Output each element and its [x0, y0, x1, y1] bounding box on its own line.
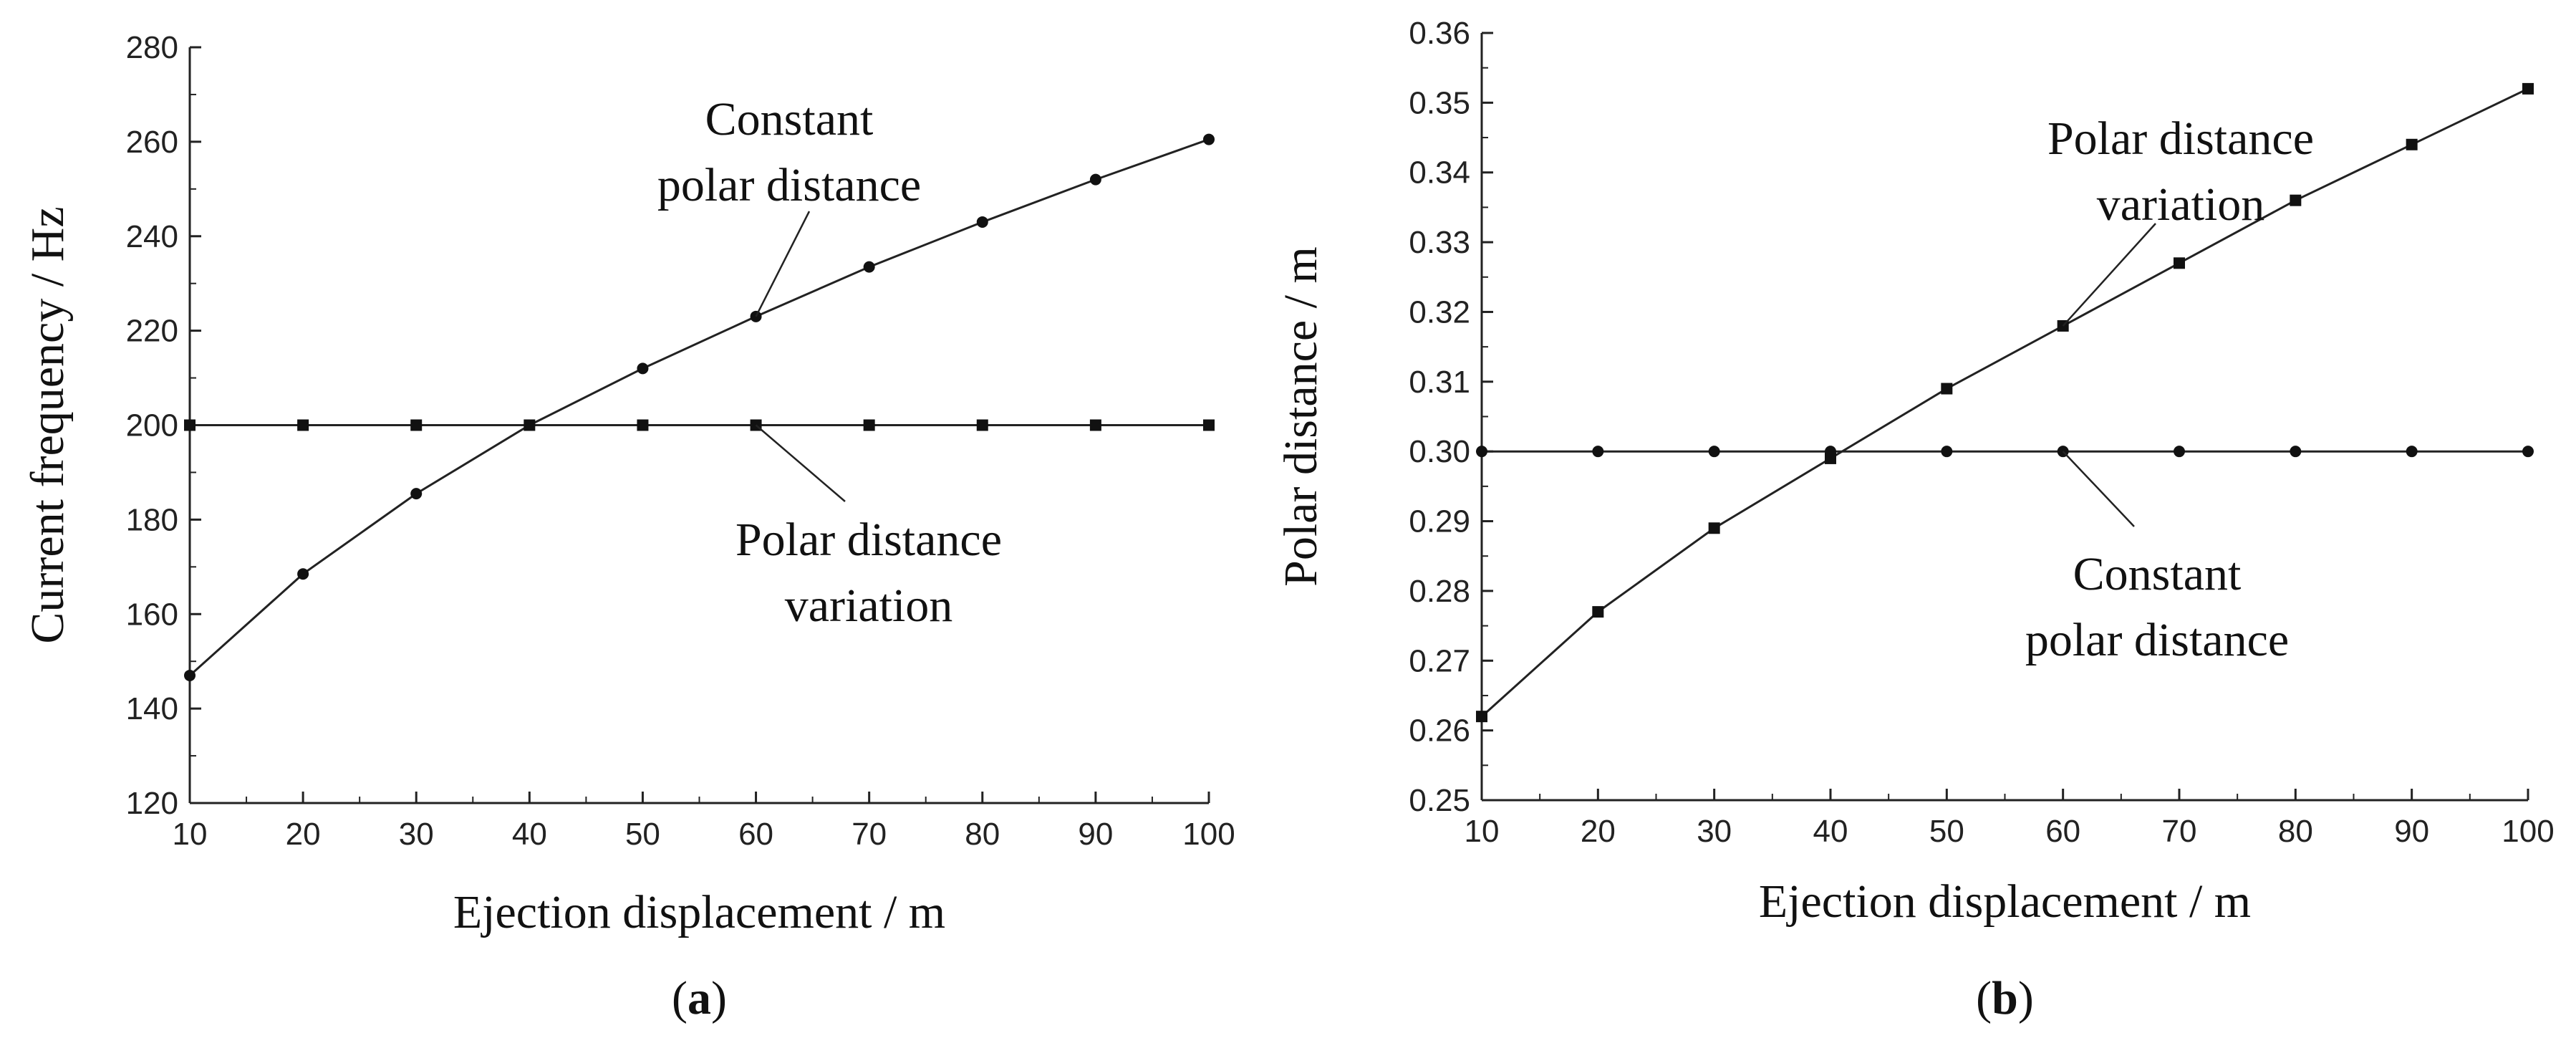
- chart-b-y-tick-label-0: 0.25: [1409, 783, 1470, 818]
- chart-b-series1-marker-50: [1941, 446, 1953, 458]
- chart-a-x-tick-label-100: 100: [1182, 817, 1235, 852]
- chart-b-x-tick-label-50: 50: [1929, 814, 1964, 849]
- chart-b-series1-marker-90: [2406, 446, 2418, 458]
- chart-b-x-tick-label-40: 40: [1813, 814, 1848, 849]
- chart-a-leader-line-1: [755, 424, 846, 502]
- chart-b-x-tick-label-30: 30: [1697, 814, 1732, 849]
- chart-b-y-tick-label-6: 0.31: [1409, 365, 1470, 400]
- chart-a-series1-marker-80: [976, 419, 988, 431]
- chart-b-series1-marker-10: [1476, 446, 1487, 458]
- chart-b-series0-marker-20: [1592, 606, 1604, 618]
- chart-a-x-tick-label-80: 80: [965, 817, 1000, 852]
- chart-b-y-tick-label-8: 0.33: [1409, 225, 1470, 260]
- chart-a-y-tick-label-6: 240: [126, 219, 178, 254]
- chart-a-x-tick-label-10: 10: [173, 817, 208, 852]
- chart-a-series0-marker-20: [297, 568, 309, 580]
- chart-a-annotation-0: Constant polar distance: [657, 93, 921, 211]
- chart-b-series0-marker-50: [1941, 383, 1953, 395]
- chart-b-annotation-1: Constant polar distance: [2025, 548, 2289, 666]
- chart-b-y-tick-label-11: 0.36: [1409, 16, 1470, 51]
- chart-a-series1-marker-100: [1203, 419, 1215, 431]
- chart-a-annotation-1: Polar distance variation: [735, 514, 1002, 632]
- chart-b-series0-marker-70: [2174, 257, 2185, 269]
- chart-a-x-tick-label-50: 50: [625, 817, 660, 852]
- chart-a-y-tick-label-2: 160: [126, 597, 178, 632]
- chart-b-annotation-0: Polar distance variation: [2047, 112, 2314, 231]
- chart-a-series1-marker-90: [1089, 419, 1101, 431]
- chart-b: 10 20 30 40 50 60 70 80 90 100 0.25 0.26 0.27 0.28 0.2…: [1275, 16, 2555, 1024]
- chart-a-series0-marker-30: [410, 488, 423, 500]
- chart-a-series1-marker-70: [863, 419, 875, 431]
- chart-a-x-tick-label-30: 30: [399, 817, 434, 852]
- chart-b-series-line-polar-distance-variation: [1480, 87, 2529, 718]
- chart-a-x-tick-label-20: 20: [286, 817, 321, 852]
- chart-a: 10 20 30 40 50 60 70 80 90 100 120 140 160 180 200 220 2…: [21, 30, 1235, 1024]
- chart-a-series0-marker-10: [184, 669, 196, 681]
- chart-a-series-line-constant-polar-distance: [188, 138, 1210, 677]
- chart-a-series0-marker-80: [976, 216, 988, 228]
- chart-b-y-tick-label-1: 0.26: [1409, 713, 1470, 749]
- chart-a-y-tick-label-5: 220: [126, 314, 178, 349]
- chart-b-x-tick-label-20: 20: [1581, 814, 1616, 849]
- chart-a-series1-marker-50: [637, 419, 649, 431]
- chart-b-leader-line-1: [2062, 451, 2135, 527]
- chart-b-y-tick-label-4: 0.29: [1409, 504, 1470, 539]
- chart-b-series1-marker-40: [1825, 446, 1836, 458]
- chart-a-y-tick-label-7: 260: [126, 125, 178, 160]
- chart-b-panel-label: (b): [1976, 972, 2034, 1024]
- chart-b-series1-marker-70: [2174, 446, 2185, 458]
- chart-b-x-tick-label-90: 90: [2394, 814, 2429, 849]
- chart-b-series0-marker-80: [2290, 194, 2302, 206]
- chart-b-x-tick-label-70: 70: [2162, 814, 2197, 849]
- chart-b-series1-marker-20: [1592, 446, 1604, 458]
- chart-b-series1-marker-30: [1708, 446, 1720, 458]
- chart-a-x-tick-label-90: 90: [1078, 817, 1113, 852]
- chart-a-y-axis-title: Current frequency / Hz: [21, 206, 74, 643]
- chart-a-series1-marker-40: [524, 419, 536, 431]
- chart-a-series1-marker-30: [410, 419, 423, 431]
- chart-b-series0-marker-10: [1476, 711, 1487, 723]
- chart-b-y-tick-label-2: 0.27: [1409, 643, 1470, 678]
- chart-b-x-axis-title: Ejection displacement / m: [1759, 875, 2251, 928]
- chart-a-series0-marker-100: [1203, 133, 1215, 145]
- chart-b-x-tick-label-10: 10: [1465, 814, 1500, 849]
- chart-b-y-tick-label-3: 0.28: [1409, 574, 1470, 609]
- chart-b-y-tick-label-9: 0.34: [1409, 155, 1470, 191]
- chart-b-y-axis-title: Polar distance / m: [1275, 246, 1327, 587]
- chart-a-series0-marker-70: [863, 261, 875, 273]
- chart-a-y-tick-label-4: 200: [126, 408, 178, 443]
- chart-b-series0-marker-100: [2522, 82, 2534, 95]
- chart-b-series0-marker-30: [1708, 522, 1720, 534]
- chart-a-series0-marker-50: [637, 362, 649, 375]
- chart-b-series0-marker-90: [2406, 138, 2418, 150]
- chart-a-series1-marker-10: [184, 419, 196, 431]
- chart-b-x-tick-label-80: 80: [2278, 814, 2313, 849]
- chart-a-y-tick-label-0: 120: [126, 786, 178, 821]
- chart-b-series1-marker-80: [2290, 446, 2302, 458]
- chart-b-x-tick-label-60: 60: [2045, 814, 2080, 849]
- chart-a-x-tick-label-40: 40: [512, 817, 547, 852]
- chart-b-y-tick-label-5: 0.30: [1409, 434, 1470, 469]
- chart-b-leader-line-0: [2062, 223, 2156, 327]
- chart-a-x-axis-title: Ejection displacement / m: [453, 886, 945, 938]
- chart-b-series1-marker-100: [2522, 446, 2534, 458]
- chart-a-y-tick-label-8: 280: [126, 30, 178, 65]
- chart-a-panel-label: (a): [672, 972, 727, 1024]
- chart-a-x-tick-label-70: 70: [852, 817, 887, 852]
- chart-b-y-tick-label-7: 0.32: [1409, 294, 1470, 330]
- chart-a-leader-line-0: [755, 211, 811, 317]
- chart-a-y-tick-label-3: 180: [126, 502, 178, 537]
- chart-a-series0-marker-90: [1089, 173, 1101, 186]
- chart-a-series1-marker-20: [297, 419, 309, 431]
- chart-b-y-tick-label-10: 0.35: [1409, 85, 1470, 120]
- chart-a-x-tick-label-60: 60: [738, 817, 773, 852]
- chart-a-y-tick-label-1: 140: [126, 691, 178, 726]
- chart-b-x-tick-label-100: 100: [2502, 814, 2554, 849]
